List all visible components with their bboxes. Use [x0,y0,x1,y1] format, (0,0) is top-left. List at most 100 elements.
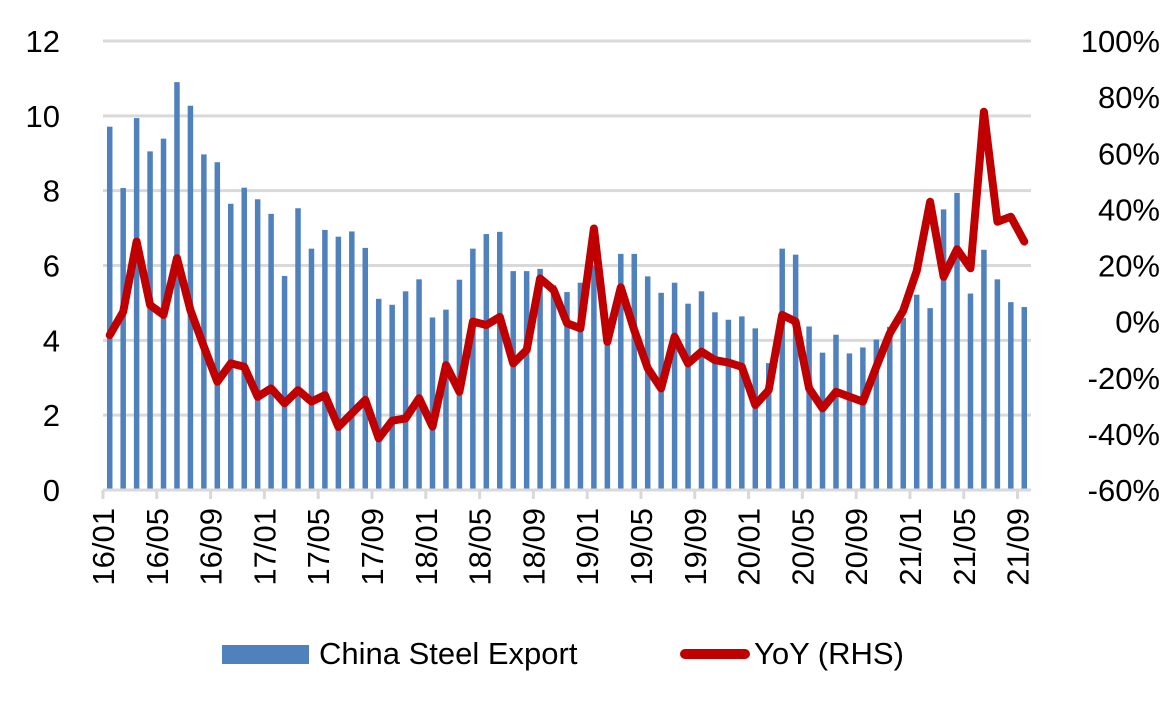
bar [281,275,288,490]
bar [913,294,920,490]
bar [497,231,503,490]
bar [268,213,274,491]
x-tick-label: 19/01 [570,508,605,586]
bar [860,347,866,490]
bar [133,118,140,490]
bar [429,317,436,490]
bar [241,187,247,490]
bar [725,319,732,490]
bar [550,285,557,490]
bar [819,352,826,490]
bar [887,326,893,490]
bar [806,326,812,490]
x-tick-label: 16/05 [140,508,175,586]
y2-tick-label: 20% [1098,249,1160,284]
bar [940,209,947,490]
bar [846,353,853,490]
bar [443,309,449,490]
bar-series-china-steel-export [106,82,1028,491]
bar [712,312,718,490]
y-tick-label: 4 [43,323,60,358]
y-tick-label: 10 [26,99,60,134]
bar [765,363,772,490]
yoy-line [105,107,1029,443]
bar [577,282,584,490]
x-tick-label: 17/01 [247,508,282,586]
legend-item-china-steel-export: China Steel Export [222,626,577,682]
y-tick-label: 6 [43,249,60,284]
legend-label: YoY (RHS) [754,636,904,671]
y2-tick-label: 0% [1115,305,1160,340]
bar [483,234,490,490]
bar [470,248,476,490]
x-tick-label: 20/05 [785,508,820,586]
bar [792,254,799,490]
bar [671,282,678,490]
x-axis [101,488,1031,499]
bar [147,151,153,491]
y2-tick-label: 40% [1098,192,1160,227]
bar [981,249,987,490]
bar [604,325,611,490]
bar [120,188,126,491]
x-tick-label: 19/05 [624,508,659,586]
bar [106,126,113,490]
legend-swatch-line [680,649,750,659]
bar [685,303,691,490]
x-tick-label: 16/01 [86,508,121,586]
x-tick-label: 18/01 [409,508,444,586]
x-tick-label: 18/09 [516,508,551,586]
x-tick-label: 17/09 [355,508,390,586]
bar [322,229,328,490]
bar [174,82,180,491]
y2-tick-label: -20% [1088,361,1160,396]
legend-swatch-bar [222,644,309,664]
y2-tick-label: -60% [1088,473,1160,508]
bar [900,317,906,490]
bar [416,279,422,490]
bar [335,236,342,490]
bar [618,253,624,490]
bar [564,292,570,490]
bar [1021,307,1028,490]
bar [201,154,207,490]
bar [308,248,315,490]
bar [389,304,395,490]
bar [752,328,759,490]
bar [631,253,637,490]
y2-tick-label: -40% [1088,417,1160,452]
legend: China Steel Export YoY (RHS) [0,626,1167,682]
x-tick-label: 17/05 [301,508,336,586]
x-tick-label: 20/09 [839,508,874,586]
bar [510,271,516,490]
y-axis-right: -60% -40% -20% 0% 20% 40% 60% 80% 100% [1081,24,1160,508]
bar [228,203,234,490]
y2-tick-label: 60% [1098,136,1160,171]
bar [1008,302,1014,490]
bar [349,231,355,490]
x-axis-labels: 16/01 16/05 16/09 17/01 17/05 17/09 18/01 18/05… [86,508,1036,586]
line-series-yoy [105,107,1029,443]
y-tick-label: 2 [43,398,60,433]
bar [954,192,960,490]
y-axis-left: 0 2 4 6 8 10 12 [26,24,60,508]
bar [214,162,221,491]
x-tick-label: 18/05 [463,508,498,586]
bar [994,279,1001,490]
bar [927,308,933,490]
x-tick-label: 20/01 [732,508,767,586]
y-tick-label: 0 [43,473,60,508]
bar [591,265,597,490]
bar [644,276,651,490]
x-tick-label: 21/09 [1001,508,1036,586]
bar [833,334,839,490]
bar [523,271,530,490]
x-tick-label: 21/01 [893,508,928,586]
bar [375,298,382,490]
y2-tick-label: 100% [1081,24,1160,59]
bar [873,339,880,490]
bar [402,291,409,490]
x-tick-label: 19/09 [678,508,713,586]
x-tick-label: 21/05 [947,508,982,586]
bar [295,208,301,490]
